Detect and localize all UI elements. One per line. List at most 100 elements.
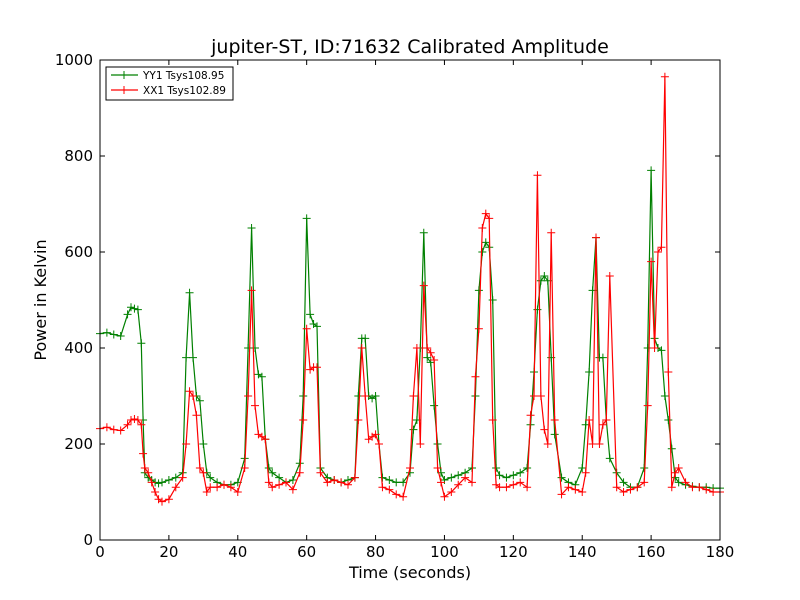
data-point	[299, 392, 308, 400]
data-point	[474, 286, 483, 295]
data-point	[164, 476, 173, 484]
data-point	[409, 425, 418, 434]
data-point	[220, 480, 228, 489]
data-point	[588, 440, 597, 448]
data-point	[330, 476, 339, 484]
data-point	[471, 372, 480, 381]
data-point	[202, 488, 211, 496]
data-point	[585, 368, 594, 376]
legend: YY1 Tsys108.95 XX1 Tsys102.89	[105, 66, 234, 101]
data-point	[251, 401, 259, 410]
data-point	[189, 353, 197, 362]
data-point	[695, 483, 704, 492]
data-point	[102, 328, 111, 337]
x-tick-label: 160	[637, 543, 666, 561]
data-point	[674, 478, 683, 487]
data-point	[536, 392, 545, 400]
data-point	[474, 324, 483, 333]
data-point	[154, 479, 163, 488]
data-point	[488, 416, 497, 424]
legend-item: YY1 Tsys108.95	[111, 70, 224, 82]
data-point	[433, 464, 442, 472]
data-point	[602, 416, 611, 424]
data-point	[660, 72, 669, 81]
data-point	[247, 224, 256, 232]
data-point	[195, 396, 204, 405]
data-point	[137, 420, 146, 429]
data-point	[385, 476, 394, 484]
data-point	[133, 416, 142, 424]
data-point	[323, 478, 332, 487]
data-point	[564, 483, 573, 492]
data-point	[619, 478, 628, 487]
legend-label: YY1 Tsys108.95	[142, 70, 224, 82]
data-point	[523, 464, 532, 472]
data-point	[140, 464, 149, 472]
data-point	[543, 440, 552, 448]
plot-frame	[99, 59, 721, 541]
legend-marker	[120, 86, 128, 94]
y-tick-label: 0	[83, 531, 93, 549]
x-tick-label: 0	[95, 543, 105, 561]
data-point	[671, 468, 680, 477]
data-point	[147, 478, 156, 487]
data-point	[139, 449, 148, 458]
data-point	[502, 473, 511, 482]
data-point	[664, 368, 673, 376]
data-point	[488, 296, 497, 304]
data-point	[127, 416, 135, 424]
data-point	[550, 416, 559, 424]
data-point	[109, 330, 118, 339]
data-point	[371, 430, 380, 439]
data-point	[299, 416, 308, 424]
data-point	[257, 372, 266, 381]
data-point	[195, 464, 204, 472]
data-point	[261, 435, 270, 444]
series-2	[96, 72, 724, 506]
data-point	[674, 464, 683, 472]
data-point	[199, 440, 208, 448]
data-point	[495, 471, 504, 480]
data-point	[385, 485, 394, 494]
data-point	[592, 233, 600, 242]
data-point	[423, 353, 432, 362]
data-point	[523, 483, 532, 492]
data-point	[657, 346, 666, 355]
data-point	[509, 471, 518, 480]
data-point	[275, 473, 284, 482]
legend-marker	[120, 71, 128, 79]
data-point	[244, 392, 253, 400]
data-point	[392, 490, 401, 499]
data-point	[478, 224, 487, 232]
data-point	[247, 286, 256, 295]
data-point	[495, 483, 504, 492]
data-point	[481, 238, 490, 247]
data-point	[626, 485, 635, 494]
data-point	[598, 420, 607, 429]
data-point	[375, 440, 383, 448]
data-point	[681, 478, 690, 487]
y-tick-label: 600	[64, 243, 93, 261]
data-point	[295, 468, 304, 477]
data-point	[509, 480, 518, 489]
data-point	[399, 492, 408, 501]
data-point	[447, 473, 456, 482]
data-point	[540, 272, 549, 280]
legend-box	[105, 66, 234, 101]
y-tick-label: 200	[64, 435, 93, 453]
data-point	[137, 339, 146, 348]
data-point	[361, 334, 370, 343]
data-point	[454, 480, 463, 489]
data-point	[709, 488, 718, 496]
data-point	[447, 488, 456, 496]
data-point	[660, 392, 669, 400]
x-tick-label: 100	[430, 543, 459, 561]
data-point	[233, 488, 242, 496]
data-point	[371, 392, 380, 400]
data-point	[213, 483, 222, 492]
data-point	[171, 483, 180, 492]
legend-label: XX1 Tsys102.89	[143, 85, 226, 97]
data-point	[461, 473, 470, 482]
data-point	[399, 478, 408, 487]
